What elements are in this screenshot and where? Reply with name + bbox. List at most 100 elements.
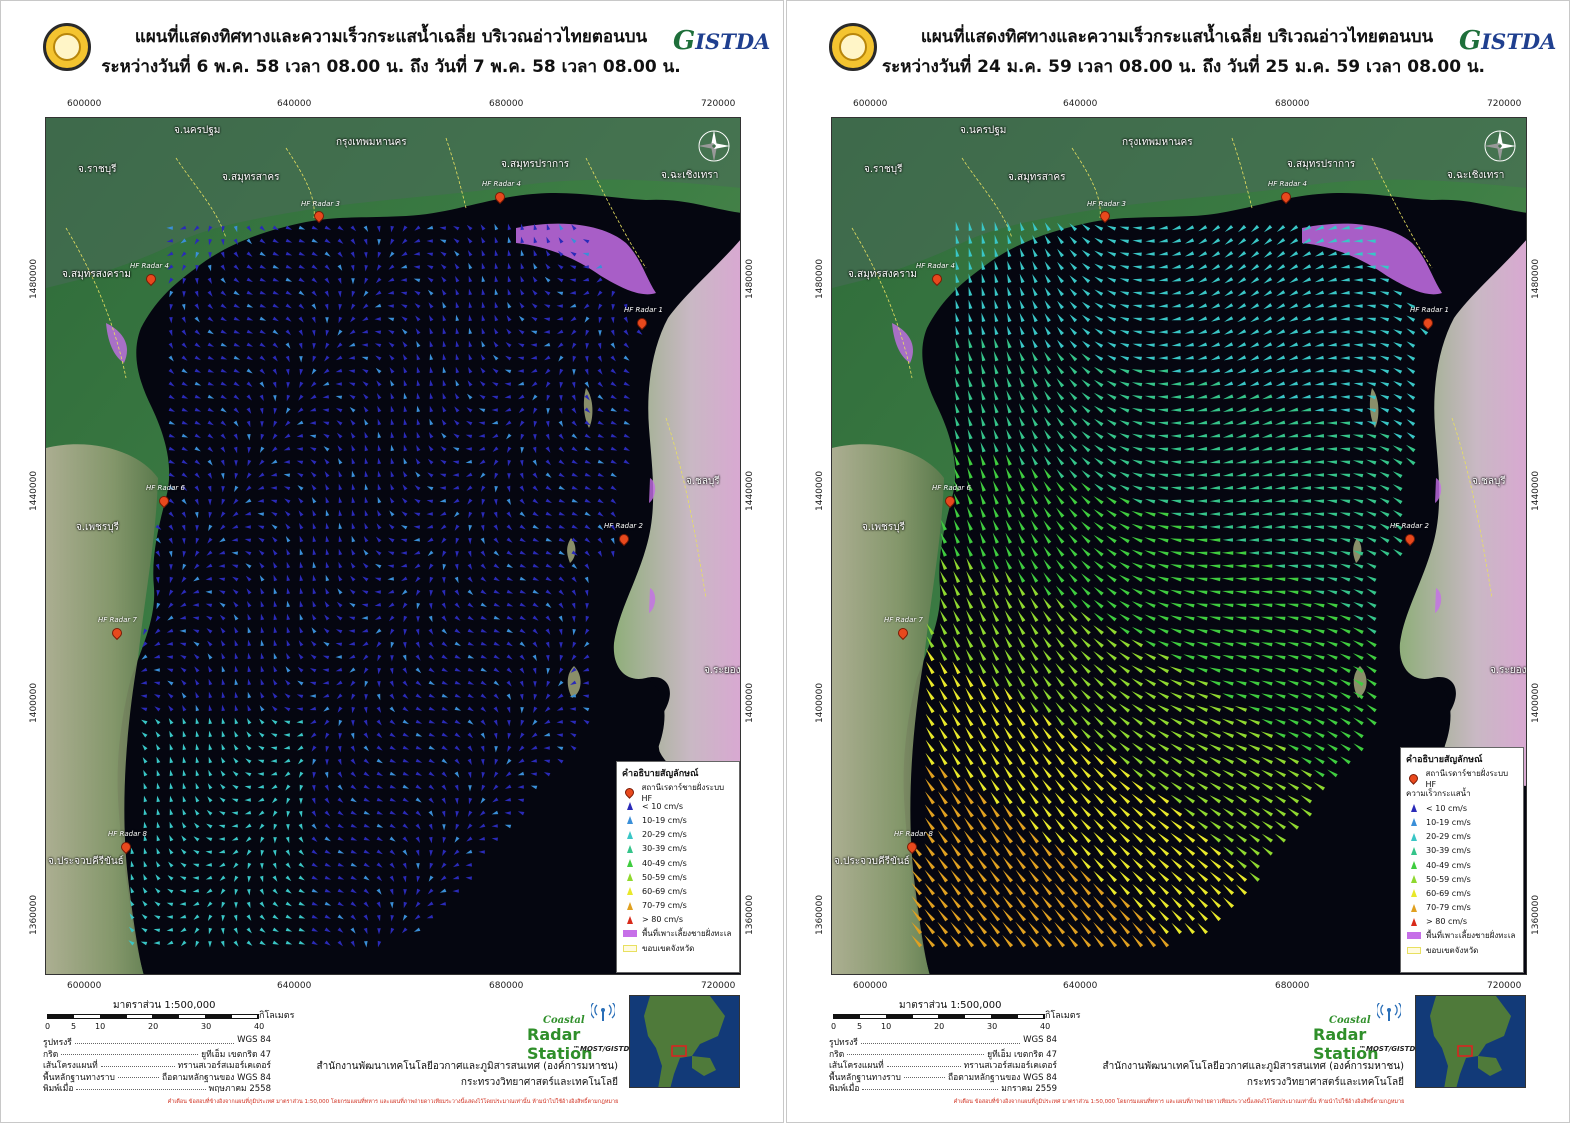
current-arrow <box>1260 577 1273 581</box>
current-arrow <box>205 850 212 854</box>
current-arrow <box>543 342 551 347</box>
current-arrow <box>994 325 999 335</box>
current-arrow <box>246 914 252 921</box>
current-arrow <box>363 810 371 815</box>
aquaculture-area-east <box>1302 223 1442 295</box>
meta-value: ทรานสเวอร์สเมอร์เคเตอร์ <box>177 1061 271 1071</box>
current-arrow <box>1236 859 1247 869</box>
current-arrow <box>130 900 135 907</box>
current-arrow <box>494 249 499 257</box>
current-arrow <box>1144 717 1156 726</box>
current-arrow <box>1015 895 1027 909</box>
current-arrow <box>556 706 564 711</box>
legend-speed-row: 60-69 cm/s <box>1406 886 1518 900</box>
current-arrow <box>530 772 537 776</box>
current-arrow <box>402 354 408 361</box>
current-arrow <box>994 312 999 322</box>
current-arrow <box>350 927 356 934</box>
current-arrow <box>324 797 330 804</box>
current-arrow <box>402 732 410 737</box>
current-arrow <box>1106 806 1118 817</box>
current-arrow <box>1144 704 1156 713</box>
current-arrow <box>963 882 974 896</box>
current-arrow <box>400 304 408 309</box>
current-arrow <box>166 628 174 633</box>
current-arrow <box>1158 317 1168 321</box>
current-arrow <box>545 693 551 700</box>
current-arrow <box>1042 623 1052 635</box>
current-arrow <box>1353 691 1364 700</box>
current-arrow <box>924 817 935 831</box>
current-arrow <box>168 433 176 438</box>
current-arrow <box>168 277 174 284</box>
current-arrow <box>416 366 421 374</box>
current-arrow <box>286 626 291 634</box>
current-arrow <box>1313 434 1325 438</box>
current-arrow <box>221 678 226 686</box>
current-arrow <box>1248 433 1260 438</box>
current-arrow <box>479 459 486 465</box>
current-arrow <box>1211 277 1221 284</box>
current-arrow <box>925 674 935 688</box>
current-arrow <box>218 577 226 582</box>
current-arrow <box>994 299 999 309</box>
current-arrow <box>1158 896 1169 909</box>
current-arrow <box>427 277 434 283</box>
current-arrow <box>272 875 278 882</box>
current-arrow <box>994 273 999 283</box>
current-arrow <box>1366 665 1377 674</box>
current-arrow <box>1209 795 1221 804</box>
current-arrow <box>1393 406 1403 413</box>
current-arrow <box>1145 871 1157 882</box>
place-label: จ.นครปฐม <box>174 125 221 136</box>
current-arrow <box>493 771 499 778</box>
current-arrow <box>1288 368 1299 373</box>
current-arrow <box>1248 680 1260 686</box>
current-map[interactable]: จ.นครปฐม จ.ราชบุรี กรุงเทพมหานคร จ.สมุทร… <box>831 117 1527 975</box>
current-arrow <box>1300 757 1312 765</box>
current-arrow <box>1222 846 1234 856</box>
current-arrow <box>533 706 538 714</box>
scale-unit: กิโลเมตร <box>259 1011 295 1021</box>
current-arrow <box>219 524 226 531</box>
current-arrow <box>312 561 317 569</box>
current-arrow <box>259 251 266 257</box>
current-arrow <box>1031 455 1038 466</box>
current-arrow <box>479 810 486 816</box>
current-arrow <box>1019 325 1025 336</box>
current-arrow <box>285 238 293 243</box>
current-arrow <box>415 849 420 857</box>
current-arrow <box>925 752 935 766</box>
current-arrow <box>350 784 357 790</box>
current-arrow <box>1261 820 1273 830</box>
current-arrow <box>156 769 161 777</box>
current-arrow <box>233 601 239 608</box>
current-arrow <box>246 407 252 414</box>
current-arrow <box>273 574 278 582</box>
current-arrow <box>311 368 317 375</box>
current-arrow <box>1184 368 1194 373</box>
current-arrow <box>401 589 408 595</box>
current-arrow <box>494 262 499 270</box>
current-arrow <box>1366 717 1377 726</box>
current-arrow <box>532 276 538 283</box>
island-khram <box>1353 538 1362 563</box>
place-label: จ.ประจวบคีรีขันธ์ <box>834 856 910 867</box>
current-arrow <box>1004 675 1013 687</box>
current-arrow <box>1144 678 1156 687</box>
current-arrow <box>389 510 395 517</box>
current-arrow <box>207 394 215 399</box>
current-arrow <box>1261 512 1273 516</box>
current-arrow <box>416 431 421 439</box>
current-arrow <box>322 693 330 698</box>
current-arrow <box>194 342 201 348</box>
current-arrow <box>402 914 408 921</box>
current-arrow <box>991 675 1000 687</box>
current-arrow <box>506 654 513 660</box>
current-arrow <box>1054 805 1065 818</box>
current-arrow <box>493 563 500 569</box>
current-arrow <box>993 467 999 479</box>
current-arrow <box>980 429 986 440</box>
legend-station-row: สถานีเรดาร์ชายฝั่งระบบ HF <box>1406 769 1518 789</box>
current-arrow <box>610 524 616 531</box>
